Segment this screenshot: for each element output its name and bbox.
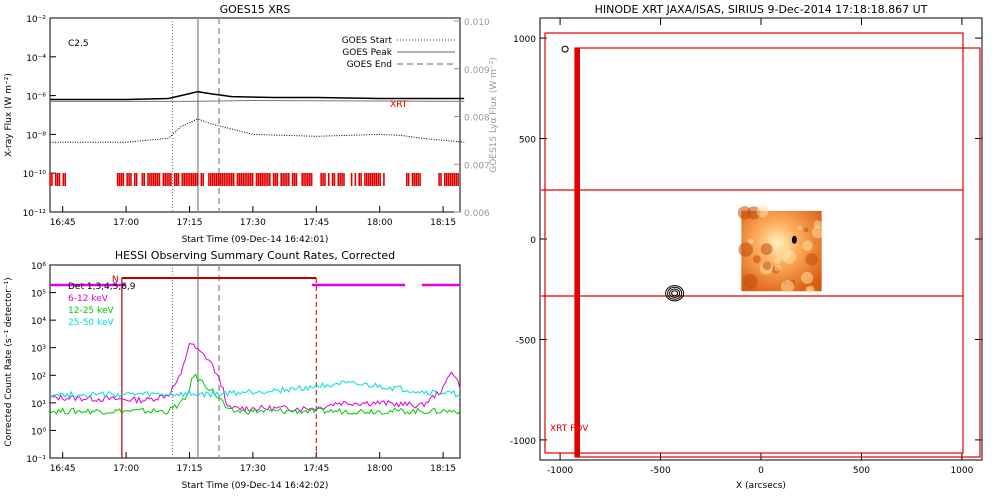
xrt-image-texture (760, 243, 773, 256)
hessi-y-tick-label: 10⁻¹ (26, 455, 46, 465)
goes-y2-tick-label: 0.007 (464, 161, 490, 171)
xrt-image-texture (780, 279, 795, 294)
xrt-image-texture (756, 205, 769, 218)
hessi-x-tick-label: 17:15 (177, 464, 203, 474)
goes-y2-tick-label: 0.010 (464, 18, 490, 28)
goes-class-label: C2.5 (68, 39, 89, 49)
hessi-series-line (50, 380, 461, 399)
xrt-y-tick-label: 0 (530, 236, 536, 246)
hessi-y-tick-label: 10⁰ (31, 427, 46, 437)
hessi-y-tick-label: 10² (31, 372, 46, 382)
goes-ylabel: X-ray Flux (W m⁻²) (4, 73, 14, 157)
xrt-title: HINODE XRT JAXA/ISAS, SIRIUS 9-Dec-2014 … (595, 3, 928, 16)
goes-y-tick-label: 10⁻¹² (23, 209, 47, 219)
goes-x-tick-label: 16:45 (50, 218, 76, 228)
xrt-image-texture (805, 286, 813, 293)
xrt-image-texture (762, 261, 772, 271)
goes-x-tick-label: 17:30 (240, 218, 266, 228)
hessi-frame (49, 264, 461, 459)
hessi-title: HESSI Observing Summary Count Rates, Cor… (115, 249, 395, 262)
goes-y2-tick-label: 0.009 (464, 66, 490, 76)
xrt-image-texture (782, 250, 797, 264)
goes-y-tick-label: 10⁻¹⁰ (23, 170, 47, 180)
xrt-image-texture (797, 225, 803, 231)
xrt-fov-outer (544, 32, 964, 454)
xrt-xlabel: X (arcsecs) (736, 481, 786, 491)
hessi-ylabel: Corrected Count Rate (s⁻¹ detector⁻¹) (4, 277, 14, 446)
xrt-fov-edge (575, 48, 580, 457)
hessi-x-tick-label: 17:30 (240, 464, 266, 474)
goes-x-tick-label: 17:45 (303, 218, 329, 228)
hessi-y-tick-label: 10⁶ (31, 262, 46, 272)
xrt-x-tick-label: 0 (758, 466, 764, 476)
xrt-image-texture (805, 253, 818, 266)
goes-title: GOES15 XRS (220, 3, 291, 16)
goes-y2-tick-label: 0.008 (464, 114, 490, 124)
hessi-series-line (49, 342, 461, 413)
xrt-x-tick-label: -1000 (547, 466, 573, 476)
hessi-y-tick-label: 10⁴ (31, 317, 46, 327)
goes-series-line (50, 90, 465, 101)
xrt-image-texture (803, 227, 809, 233)
goes-series-line (50, 99, 465, 102)
hessi-legend-label: 12-25 keV (68, 306, 114, 316)
hessi-legend-det: Det 1,3,4,5,6,9 (68, 282, 136, 292)
xrt-image-texture (811, 226, 824, 239)
xrt-image-texture (802, 240, 813, 251)
xrt-contour (667, 286, 683, 300)
xrt-image-spot (791, 235, 797, 244)
hessi-night-label: N (112, 275, 119, 285)
hessi-x-tick-label: 16:45 (50, 464, 76, 474)
xrt-contour (671, 290, 679, 297)
goes-xlabel: Start Time (09-Dec-14 16:42:01) (182, 235, 329, 245)
hessi-x-tick-label: 17:00 (113, 464, 139, 474)
xrt-x-tick-label: 500 (853, 466, 870, 476)
goes-frame (49, 17, 461, 213)
xrt-image-texture (737, 206, 752, 220)
xrt-marker (561, 45, 569, 53)
xrt-image-texture (801, 271, 814, 284)
goes-y-tick-label: 10⁻⁸ (26, 131, 46, 141)
goes-y2-tick-label: 0.006 (464, 209, 490, 219)
goes-legend-label: GOES End (347, 60, 392, 70)
xrt-image-texture (738, 242, 754, 257)
hessi-x-tick-label: 18:15 (430, 464, 456, 474)
xrt-y-tick-label: -1000 (510, 437, 536, 447)
goes-x-tick-label: 17:00 (113, 218, 139, 228)
hessi-xlabel: Start Time (09-Dec-14 16:42:02) (182, 481, 329, 491)
xrt-y-tick-label: 500 (519, 136, 536, 146)
hessi-y-tick-label: 10¹ (31, 400, 46, 410)
goes-y-tick-label: 10⁻² (26, 15, 46, 25)
goes-x-tick-label: 18:00 (367, 218, 393, 228)
xrt-x-tick-label: 1000 (950, 466, 973, 476)
hessi-legend-label: 6-12 keV (68, 294, 109, 304)
xrt-image-texture (742, 273, 758, 289)
goes-ylabel-right: GOES15 Lyα Flux (W m⁻²) (489, 57, 499, 173)
hessi-y-tick-label: 10⁵ (31, 290, 46, 300)
hessi-y-tick-label: 10³ (31, 345, 46, 355)
goes-x-tick-label: 18:15 (430, 218, 456, 228)
xrt-contour (665, 285, 685, 302)
hessi-x-tick-label: 18:00 (367, 464, 393, 474)
hessi-x-tick-label: 17:45 (303, 464, 329, 474)
goes-xrt-label: XRT (390, 100, 408, 110)
goes-y-tick-label: 10⁻⁶ (26, 93, 46, 103)
xrt-image-texture (774, 257, 781, 265)
xrt-contour (669, 288, 681, 298)
hessi-series-line (49, 373, 461, 415)
xrt-image-texture (774, 264, 782, 272)
xrt-x-tick-label: -500 (650, 466, 671, 476)
goes-legend-label: GOES Start (342, 36, 393, 46)
xrt-y-tick-label: 1000 (513, 35, 536, 45)
xrt-fov-label: XRT FOV (550, 424, 589, 434)
xrt-y-tick-label: -500 (516, 336, 537, 346)
hessi-legend-label: 25-50 keV (68, 318, 114, 328)
goes-series-line (50, 118, 465, 143)
xrt-image-texture (752, 255, 761, 264)
goes-x-tick-label: 17:15 (177, 218, 203, 228)
goes-legend-label: GOES Peak (342, 48, 392, 58)
goes-y-tick-label: 10⁻⁴ (26, 54, 46, 64)
